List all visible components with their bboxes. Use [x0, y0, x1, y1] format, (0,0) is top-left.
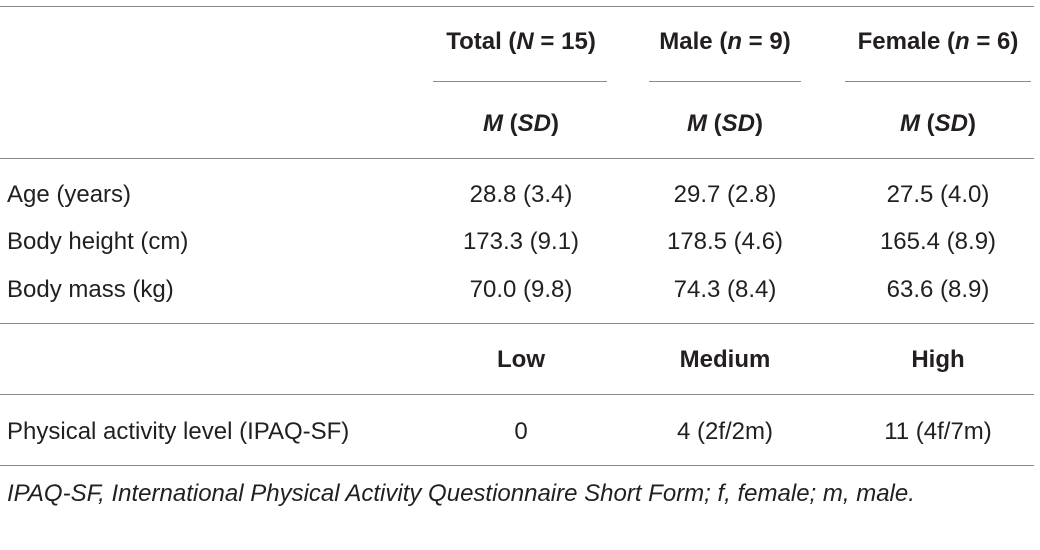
cell-male: 178.5 (4.6): [666, 228, 784, 255]
table-footnote: IPAQ-SF, International Physical Activity…: [7, 480, 915, 507]
activity-header-high: High: [911, 346, 965, 373]
activity-header-medium: Medium: [679, 346, 771, 373]
cell-total: 70.0 (9.8): [469, 276, 573, 303]
cell-female: 165.4 (8.9): [879, 228, 997, 255]
header-total-underline: [433, 81, 607, 82]
cell-male: 29.7 (2.8): [673, 181, 777, 208]
header-male-underline: [649, 81, 801, 82]
cell-female: 27.5 (4.0): [886, 181, 990, 208]
header-female: Female (n = 6): [857, 28, 1019, 55]
row-label: Body height (cm): [7, 228, 189, 255]
header-male: Male (n = 9): [659, 28, 791, 55]
cell-medium: 4 (2f/2m): [676, 418, 774, 445]
row-label: Physical activity level (IPAQ-SF): [7, 418, 350, 445]
cell-total: 28.8 (3.4): [469, 181, 573, 208]
row-label: Age (years): [7, 181, 132, 208]
table-bottom-rule: [0, 465, 1034, 466]
stat-header-total: M (SD): [482, 110, 559, 137]
cell-total: 173.3 (9.1): [462, 228, 580, 255]
cell-male: 74.3 (8.4): [673, 276, 777, 303]
cell-high: 11 (4f/7m): [884, 418, 992, 445]
cell-female: 63.6 (8.9): [886, 276, 990, 303]
stat-header-male: M (SD): [686, 110, 763, 137]
cell-low: 0: [514, 418, 528, 445]
activity-header-rule: [0, 394, 1034, 395]
header-female-underline: [845, 81, 1031, 82]
section-divider-rule: [0, 323, 1034, 324]
header-bottom-rule: [0, 158, 1034, 159]
stat-header-female: M (SD): [899, 110, 976, 137]
activity-header-low: Low: [497, 346, 545, 373]
row-label: Body mass (kg): [7, 276, 174, 303]
header-total: Total (N = 15): [446, 28, 596, 55]
table-top-rule: [0, 6, 1034, 7]
